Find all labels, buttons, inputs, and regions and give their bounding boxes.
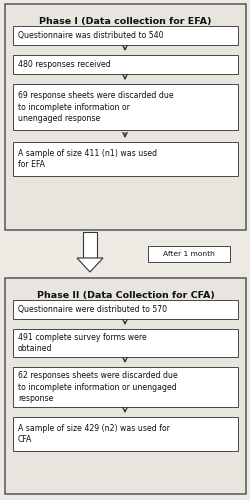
Bar — [13, 417, 237, 451]
Bar — [5, 278, 245, 494]
Text: Phase I (Data collection for EFA): Phase I (Data collection for EFA) — [39, 17, 211, 26]
Polygon shape — [77, 258, 102, 272]
Bar — [83, 232, 96, 258]
Text: 62 responses sheets were discarded due
to incomplete information or unengaged
re: 62 responses sheets were discarded due t… — [18, 372, 177, 402]
Bar — [13, 26, 237, 45]
Text: Phase II (Data Collection for CFA): Phase II (Data Collection for CFA) — [36, 291, 214, 300]
Text: 69 response sheets were discarded due
to incomplete information or
unengaged res: 69 response sheets were discarded due to… — [18, 92, 173, 122]
Bar — [13, 84, 237, 130]
Text: Questionnaire were distributed to 570: Questionnaire were distributed to 570 — [18, 305, 166, 314]
Text: A sample of size 429 (n2) was used for
CFA: A sample of size 429 (n2) was used for C… — [18, 424, 169, 444]
Text: Questionnaire was distributed to 540: Questionnaire was distributed to 540 — [18, 31, 163, 40]
Text: After 1 month: After 1 month — [162, 251, 214, 257]
Bar — [13, 142, 237, 176]
Bar — [5, 4, 245, 230]
Text: 480 responses received: 480 responses received — [18, 60, 110, 69]
Text: 491 complete survey forms were
obtained: 491 complete survey forms were obtained — [18, 333, 146, 353]
Bar — [13, 55, 237, 74]
Bar — [13, 300, 237, 319]
Bar — [13, 367, 237, 407]
Bar — [13, 329, 237, 357]
Bar — [148, 246, 229, 262]
Text: A sample of size 411 (n1) was used
for EFA: A sample of size 411 (n1) was used for E… — [18, 149, 156, 169]
